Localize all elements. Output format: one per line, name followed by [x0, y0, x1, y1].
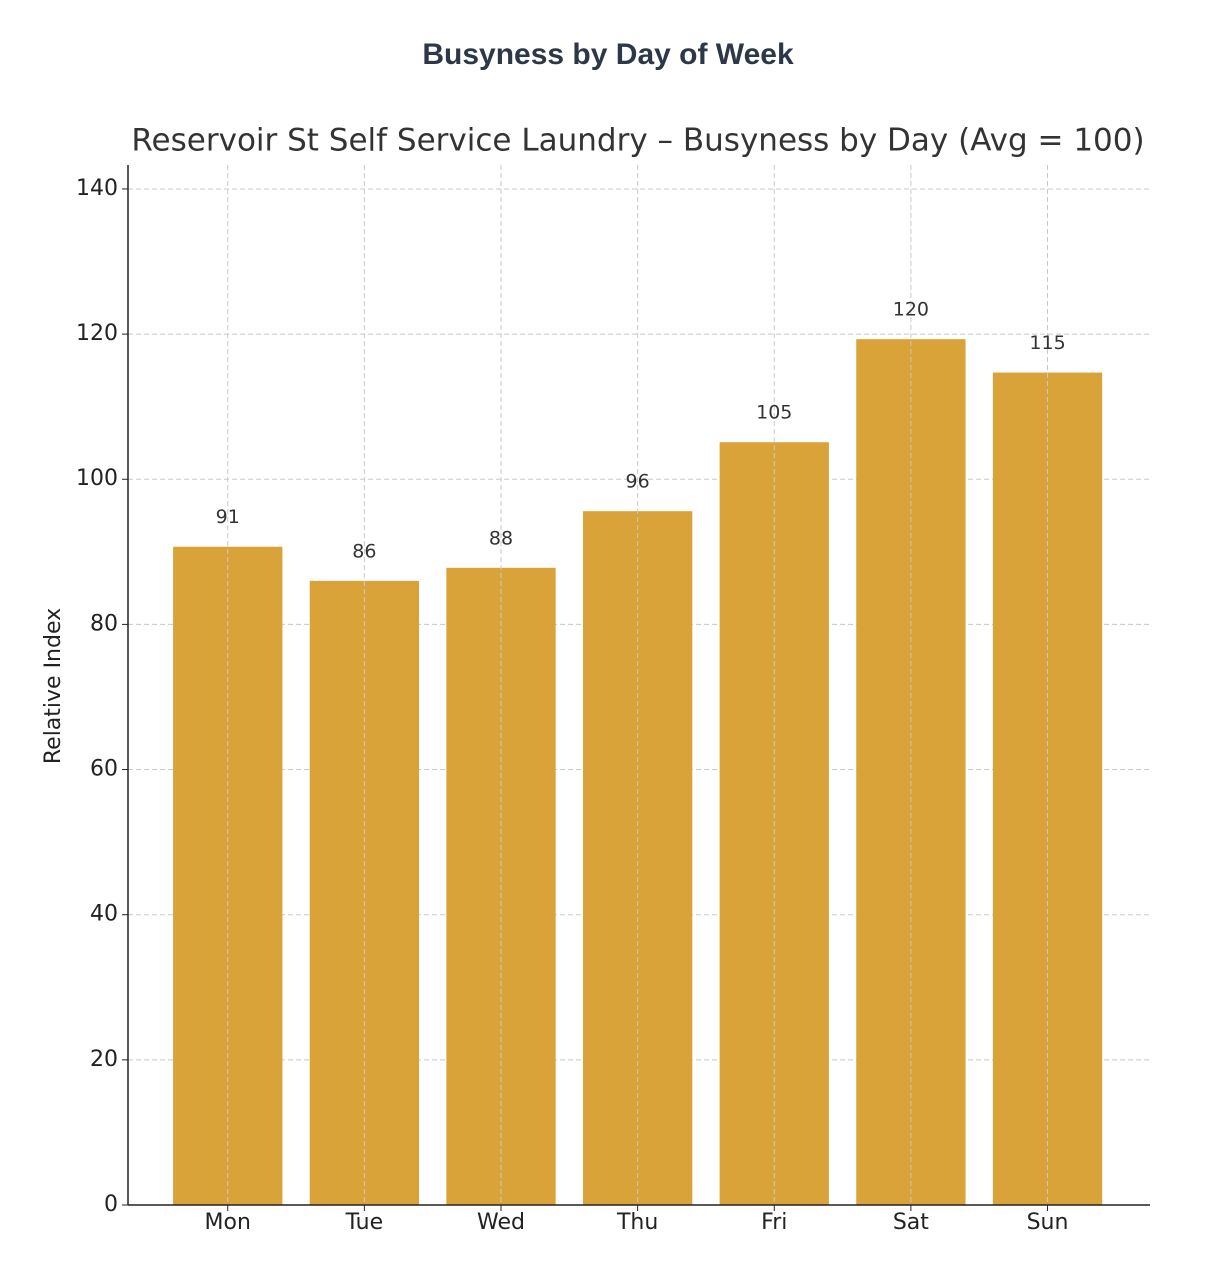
header-title: Busyness by Day of Week	[422, 38, 794, 71]
value-label: 88	[489, 527, 513, 549]
value-label: 120	[893, 299, 929, 321]
chart-title: Reservoir St Self Service Laundry – Busy…	[131, 123, 1144, 159]
y-tick-label: 80	[90, 611, 118, 636]
y-tick-label: 140	[76, 176, 118, 201]
x-tick-label: Sat	[893, 1210, 929, 1235]
x-tick-label: Sun	[1027, 1210, 1069, 1235]
value-label: 115	[1029, 332, 1065, 354]
y-tick-label: 40	[90, 902, 118, 927]
y-tick-label: 0	[104, 1192, 118, 1217]
bar	[856, 339, 966, 1205]
y-tick-label: 100	[76, 466, 118, 491]
x-tick-label: Thu	[616, 1210, 658, 1235]
value-label: 105	[756, 402, 792, 424]
value-label: 91	[216, 506, 240, 528]
y-tick-label: 120	[76, 321, 118, 346]
y-tick-label: 60	[90, 757, 118, 782]
bar	[309, 580, 420, 1205]
y-tick-label: 20	[90, 1047, 118, 1072]
y-axis-label: Relative Index	[41, 608, 66, 764]
value-label: 96	[626, 471, 650, 493]
x-tick-label: Mon	[205, 1210, 251, 1235]
x-tick-label: Tue	[345, 1210, 384, 1235]
value-label: 86	[352, 540, 376, 562]
x-tick-label: Wed	[477, 1210, 525, 1235]
x-tick-label: Fri	[761, 1210, 787, 1235]
